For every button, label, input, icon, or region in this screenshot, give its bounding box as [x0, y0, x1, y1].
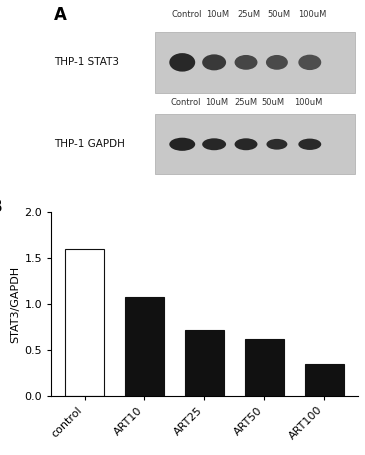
Text: 100uM: 100uM	[293, 98, 322, 106]
Y-axis label: STAT3/GAPDH: STAT3/GAPDH	[10, 266, 20, 343]
Text: B: B	[0, 197, 3, 216]
Ellipse shape	[169, 138, 195, 151]
Ellipse shape	[235, 55, 257, 70]
Bar	[185, 330, 224, 396]
Text: Control: Control	[172, 10, 202, 19]
Ellipse shape	[266, 139, 287, 150]
Ellipse shape	[298, 55, 321, 70]
Text: 50uM: 50uM	[262, 98, 285, 106]
Text: 10uM: 10uM	[205, 98, 229, 106]
Ellipse shape	[298, 139, 321, 150]
Text: 100uM: 100uM	[299, 10, 327, 19]
Text: Control: Control	[171, 98, 201, 106]
Ellipse shape	[266, 55, 288, 70]
Bar	[155, 31, 355, 93]
Text: 50uM: 50uM	[267, 10, 290, 19]
Ellipse shape	[202, 138, 226, 150]
Ellipse shape	[235, 138, 257, 150]
Text: A: A	[54, 6, 67, 25]
Text: 10uM: 10uM	[207, 10, 230, 19]
Bar	[65, 249, 104, 396]
Text: 25uM: 25uM	[237, 10, 260, 19]
Ellipse shape	[169, 53, 195, 71]
Text: 25uM: 25uM	[234, 98, 258, 106]
Text: THP-1 GAPDH: THP-1 GAPDH	[54, 139, 125, 149]
Bar	[305, 364, 344, 396]
Text: THP-1 STAT3: THP-1 STAT3	[54, 57, 119, 67]
Bar	[245, 339, 284, 396]
Bar	[125, 297, 164, 396]
Ellipse shape	[202, 54, 226, 71]
Bar	[155, 114, 355, 174]
